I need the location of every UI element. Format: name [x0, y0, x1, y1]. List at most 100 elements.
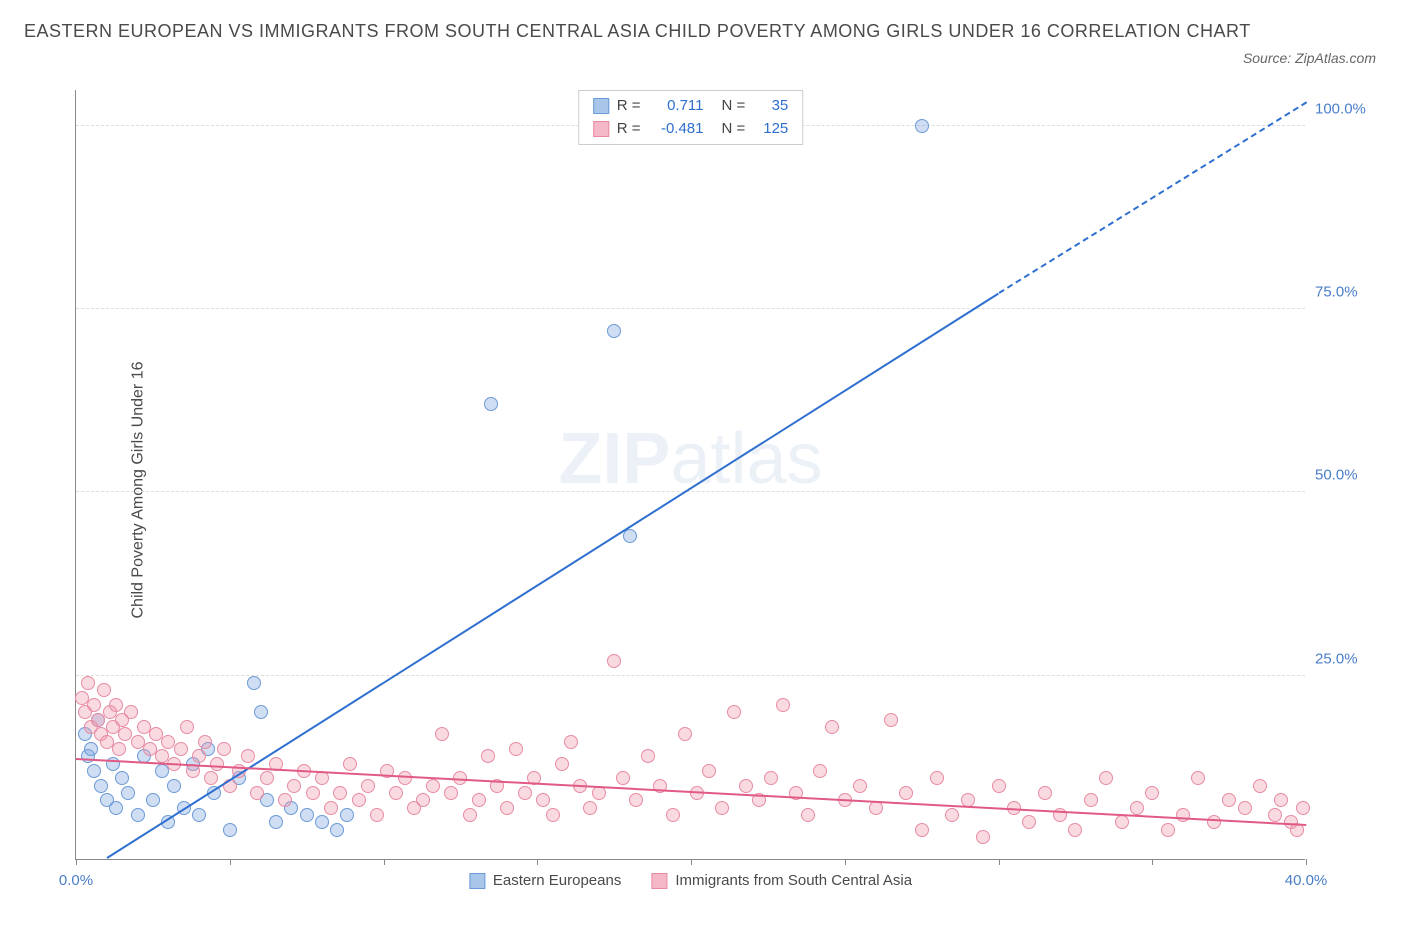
data-point [398, 771, 412, 785]
x-tick-mark [845, 859, 846, 865]
data-point [484, 397, 498, 411]
data-point [1176, 808, 1190, 822]
r-label: R = [617, 95, 641, 118]
data-point [109, 801, 123, 815]
data-point [500, 801, 514, 815]
regression-line [106, 292, 999, 858]
data-point [1022, 815, 1036, 829]
data-point [210, 757, 224, 771]
x-tick-mark [230, 859, 231, 865]
x-tick-mark [1306, 859, 1307, 865]
data-point [167, 779, 181, 793]
data-point [260, 771, 274, 785]
legend-row: R =0.711N =35 [593, 95, 789, 118]
data-point [204, 771, 218, 785]
data-point [715, 801, 729, 815]
data-point [899, 786, 913, 800]
r-label: R = [617, 118, 641, 141]
x-tick-mark [1152, 859, 1153, 865]
data-point [641, 749, 655, 763]
data-point [666, 808, 680, 822]
data-point [853, 779, 867, 793]
data-point [84, 742, 98, 756]
data-point [776, 698, 790, 712]
r-value: -0.481 [649, 118, 704, 141]
data-point [370, 808, 384, 822]
data-point [124, 705, 138, 719]
data-point [518, 786, 532, 800]
data-point [131, 808, 145, 822]
data-point [1161, 823, 1175, 837]
data-point [1207, 815, 1221, 829]
data-point [174, 742, 188, 756]
r-value: 0.711 [649, 95, 704, 118]
data-point [180, 720, 194, 734]
data-point [343, 757, 357, 771]
y-tick-label: 75.0% [1315, 284, 1375, 301]
data-point [121, 786, 135, 800]
data-point [81, 676, 95, 690]
data-point [1253, 779, 1267, 793]
data-point [536, 793, 550, 807]
data-point [94, 779, 108, 793]
y-tick-label: 50.0% [1315, 467, 1375, 484]
correlation-legend: R =0.711N =35R =-0.481N =125 [578, 90, 804, 145]
chart-container: Child Poverty Among Girls Under 16 ZIPat… [20, 80, 1380, 900]
gridline [76, 308, 1305, 309]
legend-item: Immigrants from South Central Asia [651, 872, 912, 889]
series-legend: Eastern EuropeansImmigrants from South C… [469, 872, 912, 889]
n-value: 125 [753, 118, 788, 141]
regression-line [998, 102, 1307, 294]
n-label: N = [722, 118, 746, 141]
data-point [546, 808, 560, 822]
data-point [481, 749, 495, 763]
data-point [333, 786, 347, 800]
data-point [1099, 771, 1113, 785]
gridline [76, 491, 1305, 492]
x-tick-mark [384, 859, 385, 865]
data-point [315, 815, 329, 829]
data-point [555, 757, 569, 771]
data-point [1068, 823, 1082, 837]
data-point [607, 654, 621, 668]
data-point [825, 720, 839, 734]
data-point [583, 801, 597, 815]
data-point [192, 808, 206, 822]
legend-swatch [593, 121, 609, 137]
data-point [223, 823, 237, 837]
data-point [115, 771, 129, 785]
x-tick-label: 40.0% [1285, 872, 1328, 889]
legend-swatch [469, 873, 485, 889]
gridline [76, 675, 1305, 676]
data-point [801, 808, 815, 822]
data-point [616, 771, 630, 785]
n-value: 35 [753, 95, 788, 118]
data-point [416, 793, 430, 807]
data-point [1191, 771, 1205, 785]
data-point [300, 808, 314, 822]
data-point [444, 786, 458, 800]
data-point [87, 764, 101, 778]
data-point [1145, 786, 1159, 800]
data-point [472, 793, 486, 807]
data-point [1238, 801, 1252, 815]
data-point [509, 742, 523, 756]
data-point [287, 779, 301, 793]
data-point [727, 705, 741, 719]
data-point [1130, 801, 1144, 815]
data-point [930, 771, 944, 785]
data-point [764, 771, 778, 785]
data-point [340, 808, 354, 822]
x-tick-mark [999, 859, 1000, 865]
data-point [564, 735, 578, 749]
data-point [678, 727, 692, 741]
data-point [241, 749, 255, 763]
x-tick-mark [76, 859, 77, 865]
legend-swatch [593, 98, 609, 114]
data-point [112, 742, 126, 756]
source-label: Source: ZipAtlas.com [1243, 50, 1376, 66]
data-point [1115, 815, 1129, 829]
data-point [1038, 786, 1052, 800]
data-point [306, 786, 320, 800]
data-point [87, 698, 101, 712]
